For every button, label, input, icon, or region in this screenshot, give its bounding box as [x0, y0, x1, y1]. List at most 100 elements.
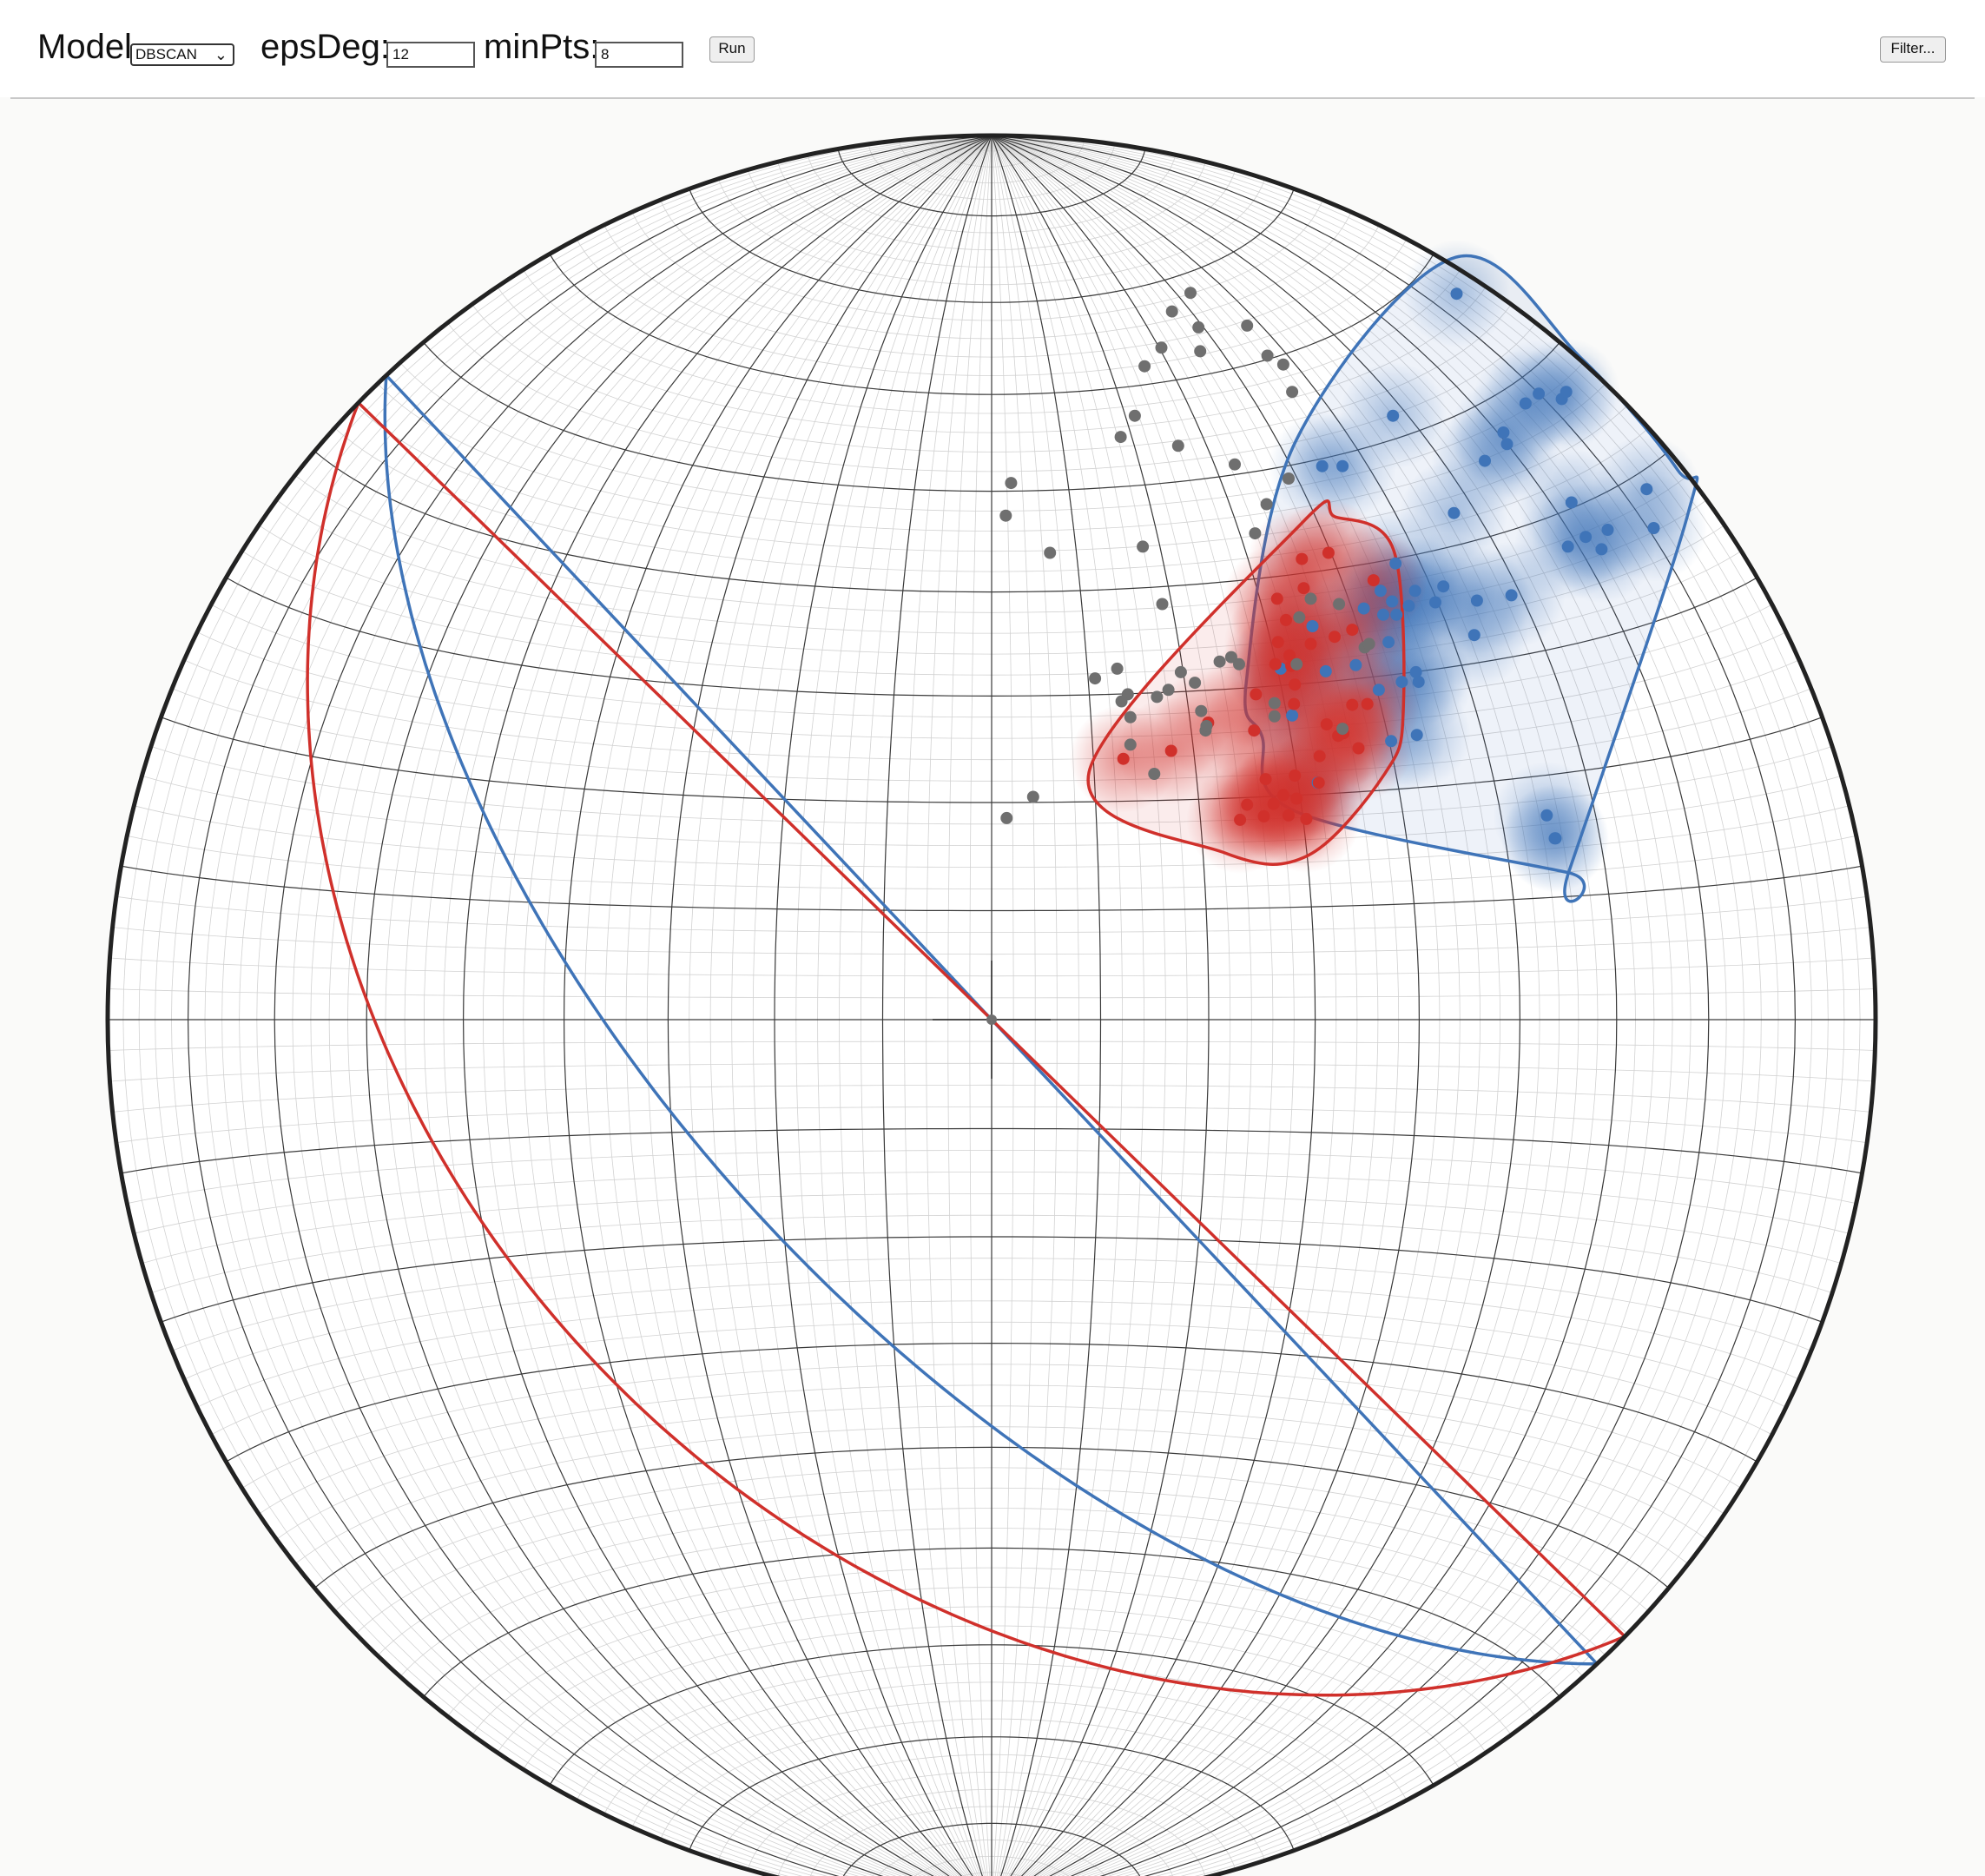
noise-point[interactable]: [1114, 431, 1127, 444]
noise-point[interactable]: [1089, 672, 1102, 685]
cluster-a-point[interactable]: [1429, 596, 1441, 609]
noise-point[interactable]: [1333, 598, 1346, 611]
noise-point[interactable]: [1148, 768, 1161, 780]
run-button[interactable]: Run: [709, 36, 755, 63]
cluster-a-point[interactable]: [1385, 735, 1398, 748]
cluster-a-point[interactable]: [1390, 608, 1403, 621]
cluster-b-point[interactable]: [1280, 613, 1292, 626]
cluster-b-point[interactable]: [1346, 624, 1359, 637]
cluster-b-point[interactable]: [1270, 592, 1283, 605]
noise-point[interactable]: [1268, 710, 1281, 723]
noise-point[interactable]: [999, 509, 1012, 522]
noise-point[interactable]: [1000, 811, 1013, 824]
cluster-a-point[interactable]: [1560, 386, 1573, 399]
noise-point[interactable]: [1286, 386, 1299, 399]
cluster-b-point[interactable]: [1304, 637, 1317, 651]
cluster-b-point[interactable]: [1313, 750, 1326, 763]
noise-point[interactable]: [1261, 349, 1274, 362]
cluster-b-point[interactable]: [1352, 742, 1365, 755]
noise-point[interactable]: [1044, 546, 1057, 559]
cluster-b-point[interactable]: [1276, 789, 1289, 802]
noise-point[interactable]: [1336, 723, 1349, 736]
cluster-b-point[interactable]: [1288, 697, 1301, 710]
noise-point[interactable]: [1174, 665, 1187, 678]
cluster-b-point[interactable]: [1164, 744, 1177, 757]
noise-point[interactable]: [1111, 662, 1124, 675]
cluster-b-point[interactable]: [1300, 812, 1313, 825]
cluster-b-point[interactable]: [1248, 724, 1261, 737]
noise-point[interactable]: [1195, 704, 1208, 717]
cluster-a-point[interactable]: [1540, 809, 1553, 822]
cluster-a-point[interactable]: [1565, 496, 1578, 509]
noise-point[interactable]: [1213, 655, 1226, 668]
cluster-b-point[interactable]: [1361, 697, 1374, 710]
cluster-b-point[interactable]: [1257, 809, 1270, 822]
filter-button[interactable]: Filter...: [1880, 36, 1946, 63]
cluster-a-point[interactable]: [1349, 658, 1362, 671]
cluster-b-point[interactable]: [1367, 574, 1380, 587]
noise-point[interactable]: [1362, 637, 1375, 651]
noise-point[interactable]: [1194, 345, 1207, 358]
cluster-a-point[interactable]: [1319, 664, 1332, 677]
cluster-a-point[interactable]: [1377, 608, 1389, 621]
minpts-input[interactable]: 8: [595, 42, 683, 68]
cluster-b-point[interactable]: [1329, 631, 1341, 644]
eps-input[interactable]: 12: [386, 42, 475, 68]
noise-point[interactable]: [1156, 598, 1169, 611]
cluster-b-point[interactable]: [1320, 718, 1333, 730]
noise-point[interactable]: [1151, 690, 1164, 704]
noise-point[interactable]: [1268, 697, 1281, 710]
cluster-a-point[interactable]: [1382, 636, 1395, 649]
cluster-a-point[interactable]: [1387, 409, 1400, 422]
cluster-b-point[interactable]: [1269, 657, 1282, 670]
cluster-a-point[interactable]: [1640, 483, 1653, 496]
noise-point[interactable]: [1124, 738, 1137, 751]
cluster-b-point[interactable]: [1283, 649, 1296, 662]
cluster-a-point[interactable]: [1450, 287, 1463, 301]
noise-point[interactable]: [1283, 472, 1295, 485]
cluster-a-point[interactable]: [1306, 620, 1319, 632]
cluster-a-point[interactable]: [1647, 522, 1660, 534]
noise-point[interactable]: [1128, 409, 1141, 422]
noise-point[interactable]: [1290, 657, 1303, 670]
cluster-a-point[interactable]: [1395, 676, 1408, 689]
cluster-a-point[interactable]: [1579, 531, 1593, 544]
noise-point[interactable]: [1026, 790, 1039, 803]
cluster-b-point[interactable]: [1283, 809, 1295, 822]
cluster-a-point[interactable]: [1561, 540, 1574, 553]
cluster-b-point[interactable]: [1117, 752, 1130, 765]
noise-point[interactable]: [1293, 611, 1306, 624]
noise-point[interactable]: [1241, 319, 1254, 332]
cluster-a-point[interactable]: [1500, 438, 1513, 451]
cluster-b-point[interactable]: [1267, 797, 1280, 810]
cluster-a-point[interactable]: [1372, 684, 1385, 697]
cluster-a-point[interactable]: [1409, 665, 1422, 678]
cluster-b-point[interactable]: [1289, 678, 1302, 691]
cluster-a-point[interactable]: [1286, 709, 1299, 722]
cluster-a-point[interactable]: [1316, 459, 1329, 472]
noise-point[interactable]: [1162, 684, 1175, 697]
cluster-a-point[interactable]: [1533, 387, 1546, 400]
cluster-a-point[interactable]: [1601, 524, 1614, 536]
noise-point[interactable]: [1171, 439, 1184, 452]
noise-point[interactable]: [1115, 695, 1128, 708]
noise-point[interactable]: [1233, 657, 1245, 670]
cluster-a-point[interactable]: [1357, 602, 1370, 615]
cluster-a-point[interactable]: [1467, 629, 1481, 642]
cluster-b-point[interactable]: [1241, 798, 1254, 811]
cluster-a-point[interactable]: [1437, 580, 1450, 593]
cluster-a-point[interactable]: [1374, 585, 1387, 598]
cluster-a-point[interactable]: [1448, 506, 1461, 519]
cluster-b-point[interactable]: [1346, 698, 1359, 711]
noise-point[interactable]: [1184, 287, 1197, 300]
stereonet-plot[interactable]: [0, 99, 1985, 1876]
noise-point[interactable]: [1165, 305, 1178, 318]
cluster-a-point[interactable]: [1470, 594, 1483, 607]
cluster-b-point[interactable]: [1289, 770, 1302, 782]
noise-point[interactable]: [1155, 341, 1168, 354]
cluster-b-point[interactable]: [1250, 688, 1263, 701]
model-select[interactable]: DBSCAN ⌄: [130, 43, 234, 66]
cluster-a-point[interactable]: [1497, 426, 1510, 439]
cluster-a-point[interactable]: [1519, 397, 1532, 410]
cluster-a-point[interactable]: [1505, 589, 1518, 602]
